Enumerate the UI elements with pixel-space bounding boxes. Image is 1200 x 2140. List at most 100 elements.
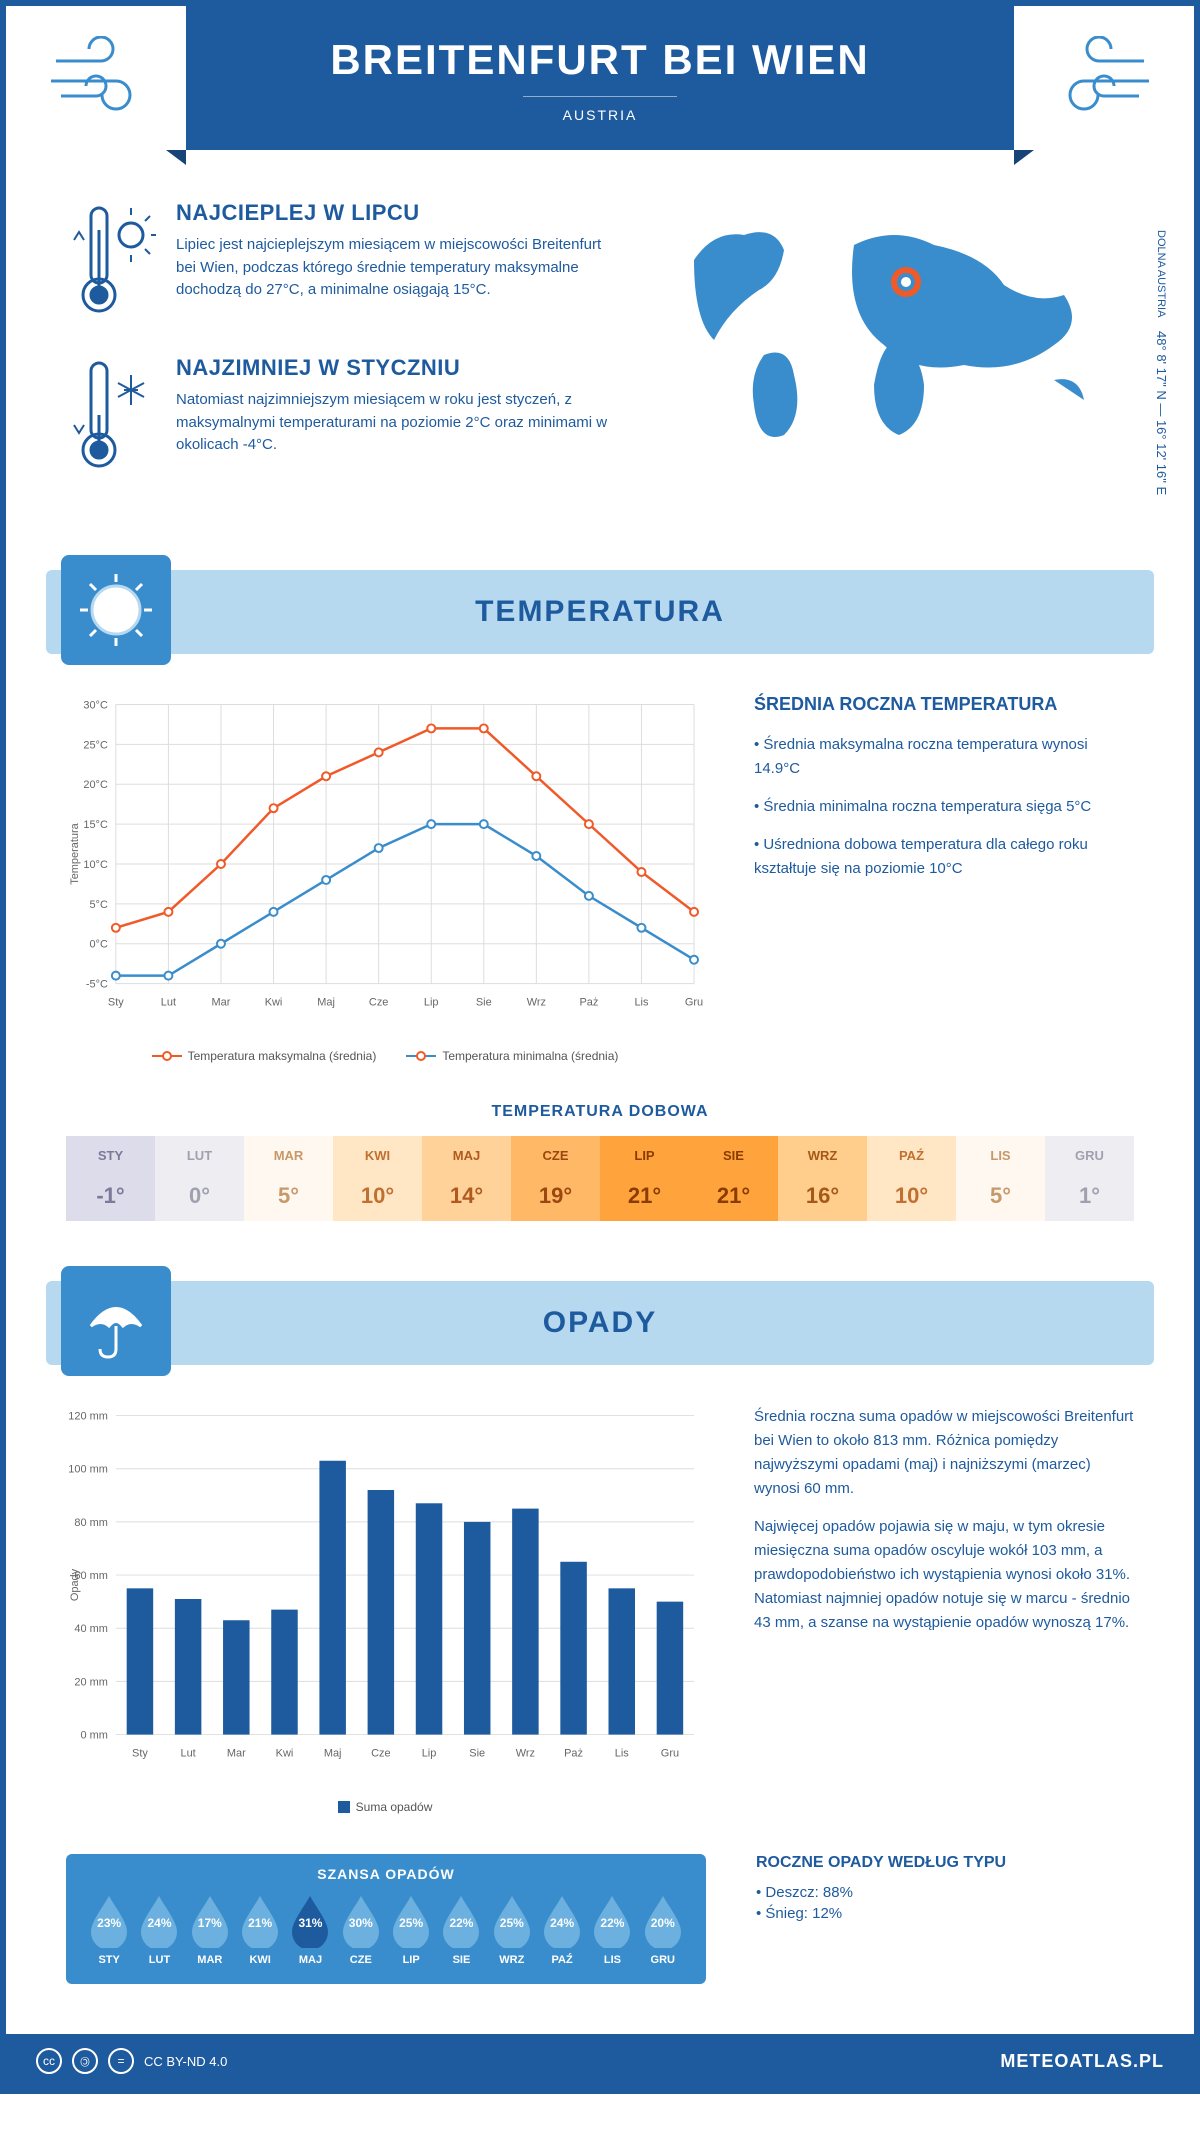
drop-item: 22%SIE — [438, 1892, 484, 1966]
cc-icon: cc — [36, 2048, 62, 2074]
map-column: DOLNA AUSTRIA 48° 8' 17" N — 16° 12' 16"… — [654, 200, 1134, 510]
coldest-block: NAJZIMNIEJ W STYCZNIU Natomiast najzimni… — [66, 355, 614, 475]
svg-text:Maj: Maj — [324, 1747, 342, 1759]
temperature-chart: -5°C0°C5°C10°C15°C20°C25°C30°CStyLutMarK… — [66, 694, 704, 1063]
temperature-info: ŚREDNIA ROCZNA TEMPERATURA • Średnia mak… — [754, 694, 1134, 1063]
warmest-text: Lipiec jest najcieplejszym miesiącem w m… — [176, 234, 614, 302]
temp-cell: SIE21° — [689, 1136, 778, 1221]
coordinates: DOLNA AUSTRIA 48° 8' 17" N — 16° 12' 16"… — [1154, 230, 1169, 495]
temp-cell: LUT0° — [155, 1136, 244, 1221]
legend-bars: Suma opadów — [356, 1800, 433, 1814]
svg-text:Cze: Cze — [371, 1747, 390, 1759]
temp-cell: CZE19° — [511, 1136, 600, 1221]
temp-cell: GRU1° — [1045, 1136, 1134, 1221]
temperature-section-header: TEMPERATURA — [46, 570, 1154, 654]
brand-label: METEOATLAS.PL — [1000, 2051, 1164, 2072]
chart-legend: Suma opadów — [66, 1800, 704, 1814]
svg-text:Temperatura: Temperatura — [69, 822, 81, 884]
svg-text:120 mm: 120 mm — [68, 1411, 108, 1423]
nd-icon: = — [108, 2048, 134, 2074]
warmest-block: NAJCIEPLEJ W LIPCU Lipiec jest najcieple… — [66, 200, 614, 320]
temp-cell: LIS5° — [956, 1136, 1045, 1221]
precipitation-bottom-row: SZANSA OPADÓW 23%STY24%LUT17%MAR21%KWI31… — [6, 1854, 1194, 2034]
svg-text:Paż: Paż — [564, 1747, 583, 1759]
svg-text:Sie: Sie — [469, 1747, 485, 1759]
svg-text:Opady: Opady — [69, 1568, 81, 1601]
intro-text-column: NAJCIEPLEJ W LIPCU Lipiec jest najcieple… — [66, 200, 614, 510]
legend-max: Temperatura maksymalna (średnia) — [188, 1049, 377, 1063]
svg-text:20 mm: 20 mm — [74, 1676, 107, 1688]
svg-text:0 mm: 0 mm — [80, 1730, 107, 1742]
info-bullet: • Średnia minimalna roczna temperatura s… — [754, 795, 1134, 819]
bytype-line: • Śnieg: 12% — [756, 1903, 1134, 1924]
info-bullet: • Średnia maksymalna roczna temperatura … — [754, 733, 1134, 781]
svg-text:Lut: Lut — [161, 997, 176, 1009]
temp-cell: WRZ16° — [778, 1136, 867, 1221]
temp-cell: MAJ14° — [422, 1136, 511, 1221]
precip-chance-panel: SZANSA OPADÓW 23%STY24%LUT17%MAR21%KWI31… — [66, 1854, 706, 1984]
svg-text:10°C: 10°C — [83, 859, 108, 871]
precipitation-chart-row: 0 mm20 mm40 mm60 mm80 mm100 mm120 mmStyL… — [6, 1365, 1194, 1854]
umbrella-icon — [61, 1266, 171, 1376]
precip-text: Najwięcej opadów pojawia się w maju, w t… — [754, 1515, 1134, 1635]
temperature-chart-row: -5°C0°C5°C10°C15°C20°C25°C30°CStyLutMarK… — [6, 654, 1194, 1103]
svg-text:Sty: Sty — [108, 997, 124, 1009]
svg-text:Cze: Cze — [369, 997, 388, 1009]
sun-icon — [61, 555, 171, 665]
drop-item: 24%PAŹ — [539, 1892, 585, 1966]
warmest-title: NAJCIEPLEJ W LIPCU — [176, 200, 614, 226]
svg-text:Wrz: Wrz — [527, 997, 546, 1009]
svg-text:Lis: Lis — [615, 1747, 630, 1759]
section-title: OPADY — [543, 1306, 657, 1339]
temp-cell: STY-1° — [66, 1136, 155, 1221]
svg-text:20°C: 20°C — [83, 779, 108, 791]
legend-min: Temperatura minimalna (średnia) — [442, 1049, 618, 1063]
svg-text:40 mm: 40 mm — [74, 1623, 107, 1635]
svg-text:-5°C: -5°C — [86, 979, 108, 991]
footer: cc 🄯 = CC BY-ND 4.0 METEOATLAS.PL — [6, 2034, 1194, 2088]
svg-text:0°C: 0°C — [89, 939, 107, 951]
bytype-title: ROCZNE OPADY WEDŁUG TYPU — [756, 1854, 1134, 1872]
svg-text:Maj: Maj — [317, 997, 335, 1009]
drop-item: 17%MAR — [187, 1892, 233, 1966]
temp-cell: PAŹ10° — [867, 1136, 956, 1221]
svg-text:Lip: Lip — [422, 1747, 437, 1759]
by-icon: 🄯 — [72, 2048, 98, 2074]
wind-icon — [1044, 36, 1154, 116]
drop-item: 25%WRZ — [489, 1892, 535, 1966]
precipitation-chart: 0 mm20 mm40 mm60 mm80 mm100 mm120 mmStyL… — [66, 1405, 704, 1814]
wind-icon — [46, 36, 156, 116]
precip-text: Średnia roczna suma opadów w miejscowośc… — [754, 1405, 1134, 1501]
header: BREITENFURT BEI WIEN AUSTRIA — [6, 6, 1194, 150]
chart-legend: .legend-line:nth-child(1)::before{border… — [66, 1049, 704, 1063]
thermometer-sun-icon — [66, 200, 156, 320]
svg-text:Lis: Lis — [634, 997, 649, 1009]
svg-text:15°C: 15°C — [83, 819, 108, 831]
svg-text:Mar: Mar — [227, 1747, 246, 1759]
page: BREITENFURT BEI WIEN AUSTRIA NAJCIEPLEJ … — [0, 0, 1200, 2094]
precipitation-info: Średnia roczna suma opadów w miejscowośc… — [754, 1405, 1134, 1814]
drop-item: 23%STY — [86, 1892, 132, 1966]
svg-text:Paż: Paż — [579, 997, 598, 1009]
drop-item: 31%MAJ — [287, 1892, 333, 1966]
title-banner: BREITENFURT BEI WIEN AUSTRIA — [186, 6, 1014, 150]
license-block: cc 🄯 = CC BY-ND 4.0 — [36, 2048, 227, 2074]
table-title: TEMPERATURA DOBOWA — [66, 1103, 1134, 1121]
page-title: BREITENFURT BEI WIEN — [186, 36, 1014, 84]
section-title: TEMPERATURA — [475, 595, 725, 628]
svg-text:100 mm: 100 mm — [68, 1464, 108, 1476]
info-title: ŚREDNIA ROCZNA TEMPERATURA — [754, 694, 1134, 715]
precipitation-section-header: OPADY — [46, 1281, 1154, 1365]
chance-title: SZANSA OPADÓW — [86, 1866, 686, 1882]
svg-text:30°C: 30°C — [83, 699, 108, 711]
svg-text:Sie: Sie — [476, 997, 492, 1009]
info-bullet: • Uśredniona dobowa temperatura dla całe… — [754, 833, 1134, 881]
drop-item: 30%CZE — [338, 1892, 384, 1966]
svg-text:Kwi: Kwi — [276, 1747, 294, 1759]
svg-text:80 mm: 80 mm — [74, 1517, 107, 1529]
intro-section: NAJCIEPLEJ W LIPCU Lipiec jest najcieple… — [6, 150, 1194, 550]
svg-text:Gru: Gru — [685, 997, 703, 1009]
drop-item: 20%GRU — [640, 1892, 686, 1966]
drop-item: 21%KWI — [237, 1892, 283, 1966]
world-map-icon — [654, 200, 1134, 460]
